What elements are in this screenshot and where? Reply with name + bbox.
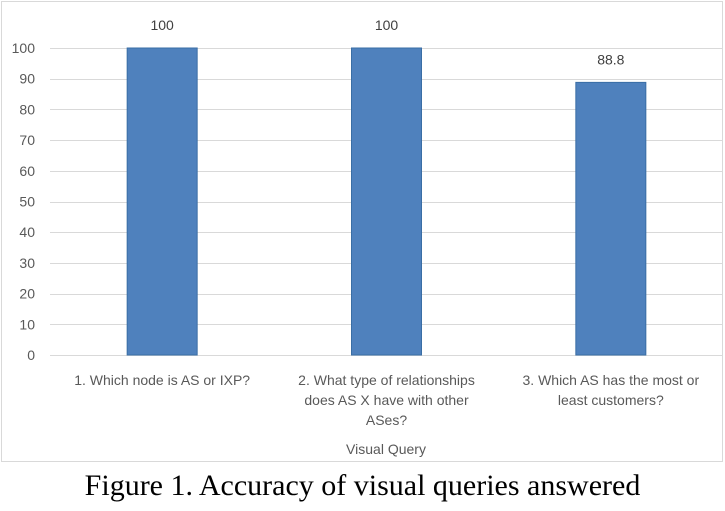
x-category-label: 3. Which AS has the most or least custome… [523,372,700,408]
y-tick-label: 30 [19,255,35,271]
bars [126,47,647,356]
y-axis-ticks: 0 10 20 30 40 50 60 70 80 90 100 [12,40,36,363]
y-tick-label: 20 [19,286,35,302]
bar [351,47,422,356]
x-category-label: 2. What type of relationships does AS X h… [298,372,475,428]
x-axis-categories: 1. Which node is AS or IXP? 2. What type … [74,372,699,428]
y-tick-label: 0 [27,347,35,363]
y-tick-label: 90 [19,71,35,87]
bar [126,47,198,356]
bar [575,81,647,356]
y-tick-label: 50 [19,194,35,210]
data-label: 88.8 [597,51,624,67]
data-label: 100 [150,17,174,33]
y-tick-label: 60 [19,163,35,179]
y-tick-label: 70 [19,132,35,148]
x-axis-title: Visual Query [346,441,426,457]
y-tick-label: 100 [12,40,36,56]
data-label: 100 [375,17,399,33]
y-tick-label: 80 [19,101,35,117]
bar-chart: 0 10 20 30 40 50 60 70 80 90 100 100 100 88.8 1. Whi… [12,17,723,457]
figure-caption: Figure 1. Accuracy of visual queries ans… [84,469,641,502]
data-labels: 100 100 88.8 [150,17,624,67]
y-tick-label: 10 [19,316,35,332]
x-category-label: 1. Which node is AS or IXP? [74,372,250,388]
y-tick-label: 40 [19,224,35,240]
